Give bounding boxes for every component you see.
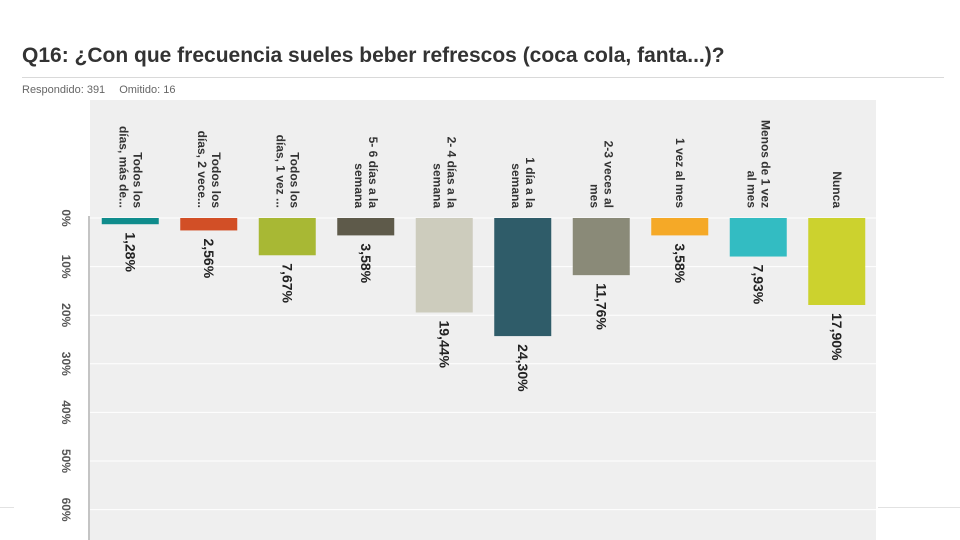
category-label-line: días, más de... xyxy=(116,126,130,208)
category-label-line: semana xyxy=(430,163,444,208)
footer-divider-left xyxy=(0,507,14,508)
y-tick-label: 30% xyxy=(59,352,73,376)
plot-area xyxy=(90,100,876,540)
y-tick-label: 10% xyxy=(59,255,73,279)
category-label-line: Todos los xyxy=(130,152,144,208)
category-label: 2- 4 días a lasemana xyxy=(430,137,458,209)
bar xyxy=(337,218,395,236)
value-label: 3,58% xyxy=(358,243,374,283)
y-tick-label: 40% xyxy=(59,400,73,424)
value-label: 1,28% xyxy=(122,232,138,272)
skipped-count: Omitido: 16 xyxy=(119,84,176,96)
category-label-line: 2-3 veces al xyxy=(601,141,615,208)
y-tick-label: 50% xyxy=(59,449,73,473)
category-label-line: días, 1 vez ... xyxy=(273,135,287,208)
category-label-line: 1 día a la xyxy=(523,157,537,208)
category-label: Menos de 1 vezal mes xyxy=(744,120,772,208)
bar xyxy=(180,218,238,231)
y-axis-line xyxy=(88,216,90,540)
value-label: 7,67% xyxy=(279,263,295,303)
category-label: Todos losdías, 1 vez ... xyxy=(273,135,301,209)
category-label-line: Todos los xyxy=(287,152,301,208)
category-label-line: semana xyxy=(352,163,366,208)
bar xyxy=(101,218,159,225)
category-label: 1 vez al mes xyxy=(673,138,687,208)
category-label: Nunca xyxy=(830,171,844,208)
page-title: Q16: ¿Con que frecuencia sueles beber re… xyxy=(22,44,725,67)
bar xyxy=(415,218,473,313)
answered-count: Respondido: 391 xyxy=(22,84,106,96)
category-label-line: Nunca xyxy=(830,171,844,208)
category-label-line: Todos los xyxy=(209,152,223,208)
value-label: 3,58% xyxy=(672,243,688,283)
category-label-line: semana xyxy=(509,163,523,208)
bar xyxy=(729,218,787,257)
value-label: 11,76% xyxy=(593,283,609,330)
y-tick-label: 20% xyxy=(59,303,73,327)
category-label: 5- 6 días a lasemana xyxy=(352,137,380,209)
bar xyxy=(808,218,866,305)
category-label-line: días, 2 vece... xyxy=(195,131,209,208)
bar-chart: 0%10%20%30%40%50%60% Todos losdías, más … xyxy=(59,100,876,540)
category-label: Todos losdías, más de... xyxy=(116,126,144,208)
value-label: 24,30% xyxy=(515,344,531,392)
category-label-line: 2- 4 días a la xyxy=(444,137,458,209)
value-label: 17,90% xyxy=(829,313,845,361)
category-label: 2-3 veces almes xyxy=(587,141,615,209)
category-label-line: 5- 6 días a la xyxy=(366,137,380,209)
category-label: 1 día a lasemana xyxy=(509,157,537,208)
y-tick-label: 60% xyxy=(59,498,73,522)
category-label-line: al mes xyxy=(744,171,758,209)
category-label: Todos losdías, 2 vece... xyxy=(195,131,223,209)
value-label: 7,93% xyxy=(750,265,766,305)
category-label-line: Menos de 1 vez xyxy=(758,120,772,208)
title-divider xyxy=(22,77,944,78)
value-label: 19,44% xyxy=(436,320,452,368)
bar xyxy=(651,218,709,236)
footer-divider-right xyxy=(878,507,960,508)
category-label-line: 1 vez al mes xyxy=(673,138,687,208)
bar xyxy=(494,218,552,337)
bar xyxy=(258,218,316,256)
response-stats: Respondido: 391 Omitido: 16 xyxy=(22,84,175,96)
value-label: 2,56% xyxy=(201,238,217,278)
category-label-line: mes xyxy=(587,184,601,208)
y-tick-label: 0% xyxy=(59,209,73,227)
bar xyxy=(572,218,630,276)
